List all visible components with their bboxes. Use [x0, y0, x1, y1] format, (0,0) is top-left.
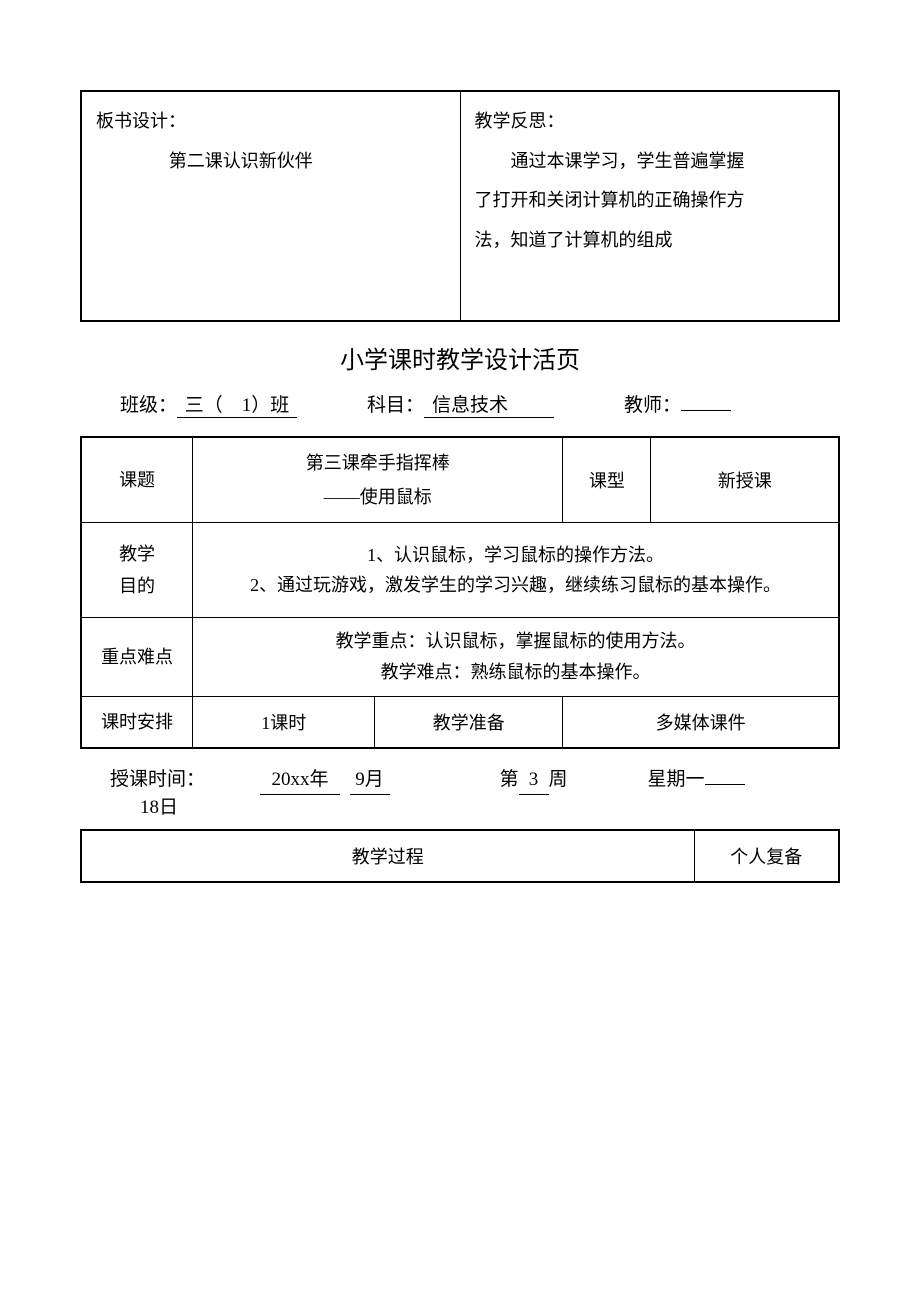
topic-line-1: 第三课牵手指挥棒 [201, 446, 554, 480]
reflection-line-1: 通过本课学习，学生普遍掌握 [475, 142, 825, 182]
arrange-label: 课时安排 [81, 696, 193, 748]
topic-cell: 第三课牵手指挥棒 ——使用鼠标 [193, 437, 563, 523]
teacher-value [681, 410, 731, 411]
subject-value: 信息技术 [424, 390, 554, 418]
lesson-type-label: 课型 [563, 437, 651, 523]
weekday: 星期一 [648, 767, 705, 794]
keypoint-line-1: 教学重点：认识鼠标，掌握鼠标的使用方法。 [201, 626, 830, 657]
weekday-blank [705, 784, 745, 785]
week-suffix: 周 [549, 767, 568, 794]
class-value: 三（ 1）班 [177, 390, 297, 418]
week-prefix: 第 [500, 767, 519, 794]
prepare-value: 多媒体课件 [563, 696, 839, 748]
arrange-value: 1课时 [193, 696, 375, 748]
lesson-type-value: 新授课 [651, 437, 839, 523]
teacher-label: 教师： [624, 390, 681, 417]
goal-label: 教学 目的 [81, 523, 193, 618]
topic-line-2: ——使用鼠标 [201, 480, 554, 514]
process-table: 教学过程 个人复备 [80, 829, 840, 883]
teaching-time-line: 授课时间： 20xx年 9月 第 3 周 星期一 18日 [80, 767, 840, 821]
board-design-subtitle: 第二课认识新伙伴 [96, 142, 446, 182]
subject-label: 科目： [367, 390, 424, 417]
reflection-title: 教学反思： [475, 102, 825, 142]
time-day: 18日 [110, 795, 840, 822]
class-info-line: 班级： 三（ 1）班 科目： 信息技术 教师： [80, 390, 840, 418]
prepare-label: 教学准备 [375, 696, 563, 748]
time-label: 授课时间： [110, 767, 205, 794]
keypoint-line-2: 教学难点：熟练鼠标的基本操作。 [201, 657, 830, 688]
topic-label: 课题 [81, 437, 193, 523]
time-month: 9月 [350, 767, 390, 795]
reflection-line-2: 了打开和关闭计算机的正确操作方 [475, 181, 825, 221]
process-right: 个人复备 [694, 830, 839, 882]
lesson-plan-table: 课题 第三课牵手指挥棒 ——使用鼠标 课型 新授课 教学 目的 1、认识鼠标，学… [80, 436, 840, 749]
class-label: 班级： [120, 390, 177, 417]
board-design-title: 板书设计： [96, 102, 446, 142]
time-year: 20xx年 [260, 767, 340, 795]
process-left: 教学过程 [81, 830, 694, 882]
goal-content: 1、认识鼠标，学习鼠标的操作方法。 2、通过玩游戏，激发学生的学习兴趣，继续练习… [193, 523, 839, 618]
page-title: 小学课时教学设计活页 [80, 340, 840, 375]
keypoint-content: 教学重点：认识鼠标，掌握鼠标的使用方法。 教学难点：熟练鼠标的基本操作。 [193, 618, 839, 696]
board-design-cell: 板书设计： 第二课认识新伙伴 [81, 91, 460, 321]
teaching-reflection-cell: 教学反思： 通过本课学习，学生普遍掌握 了打开和关闭计算机的正确操作方 法，知道… [460, 91, 839, 321]
reflection-line-3: 法，知道了计算机的组成 [475, 221, 825, 261]
week-number: 3 [519, 767, 549, 795]
goal-line-2: 2、通过玩游戏，激发学生的学习兴趣，继续练习鼠标的基本操作。 [201, 570, 830, 601]
goal-line-1: 1、认识鼠标，学习鼠标的操作方法。 [201, 540, 830, 571]
top-design-reflection-table: 板书设计： 第二课认识新伙伴 教学反思： 通过本课学习，学生普遍掌握 了打开和关… [80, 90, 840, 322]
keypoint-label: 重点难点 [81, 618, 193, 696]
